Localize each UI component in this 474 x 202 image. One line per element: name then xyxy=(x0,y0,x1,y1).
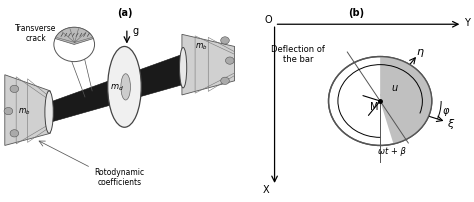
Text: X: X xyxy=(263,185,270,195)
Text: $m_b$: $m_b$ xyxy=(195,41,207,52)
Polygon shape xyxy=(5,75,50,145)
Circle shape xyxy=(328,57,432,145)
Text: Transverse
crack: Transverse crack xyxy=(15,24,56,43)
Ellipse shape xyxy=(121,74,130,100)
Wedge shape xyxy=(380,57,432,144)
Wedge shape xyxy=(55,27,93,44)
Text: M: M xyxy=(370,102,379,112)
Text: η: η xyxy=(417,47,424,57)
Text: (b): (b) xyxy=(348,8,365,18)
Text: (a): (a) xyxy=(117,8,132,18)
Circle shape xyxy=(4,107,13,115)
Text: $m_d$: $m_d$ xyxy=(110,83,124,93)
Text: Deflection of
the bar: Deflection of the bar xyxy=(271,45,325,64)
Text: O: O xyxy=(265,15,273,25)
Text: $m_b$: $m_b$ xyxy=(18,107,30,117)
Text: Rotodynamic
coefficients: Rotodynamic coefficients xyxy=(95,168,145,187)
Text: ωt + β: ωt + β xyxy=(378,147,406,156)
Text: u: u xyxy=(391,83,397,93)
Text: φ: φ xyxy=(443,106,449,116)
Circle shape xyxy=(54,27,94,62)
Polygon shape xyxy=(50,55,182,122)
Text: Y: Y xyxy=(464,18,470,28)
Text: ξ: ξ xyxy=(447,119,453,129)
Ellipse shape xyxy=(45,91,53,133)
Polygon shape xyxy=(182,34,235,95)
Circle shape xyxy=(10,130,18,137)
Ellipse shape xyxy=(108,46,141,127)
Text: g: g xyxy=(132,26,138,36)
Circle shape xyxy=(221,37,229,44)
Ellipse shape xyxy=(180,47,187,88)
Circle shape xyxy=(226,57,234,64)
Circle shape xyxy=(10,85,18,93)
Circle shape xyxy=(221,77,229,84)
